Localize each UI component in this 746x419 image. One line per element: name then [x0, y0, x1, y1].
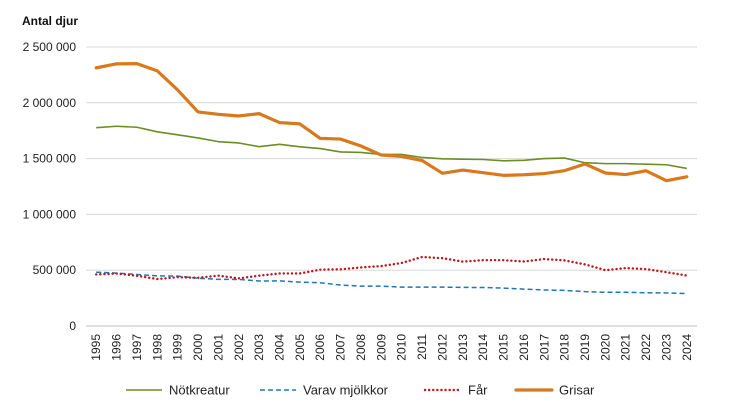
y-tick-label: 1 000 000 — [23, 207, 77, 221]
x-tick-label: 2000 — [191, 334, 205, 361]
x-tick-label: 2019 — [578, 334, 592, 361]
x-tick-label: 2014 — [476, 334, 490, 361]
x-tick-label: 2002 — [232, 334, 246, 361]
x-tick-label: 2007 — [334, 334, 348, 361]
series-line — [94, 255, 689, 281]
x-tick-label: 1997 — [130, 334, 144, 361]
x-tick-label: 2016 — [517, 334, 531, 361]
x-tick-label: 2001 — [211, 334, 225, 361]
x-tick-label: 2017 — [537, 334, 551, 361]
series-line — [96, 271, 687, 295]
x-tick-label: 2004 — [272, 334, 286, 361]
x-tick-label: 1998 — [150, 334, 164, 361]
y-tick-label: 0 — [69, 319, 76, 333]
y-axis-ticks: 0 500 000 1 000 000 1 500 000 2 000 000 2 500… — [23, 40, 77, 333]
legend-label: Nötkreatur — [169, 383, 230, 398]
legend: Nötkreatur Varav mjölkkor Får Grisar — [126, 383, 595, 398]
series-line — [94, 62, 689, 183]
x-tick-label: 2022 — [639, 334, 653, 361]
y-tick-label: 2 500 000 — [23, 40, 77, 54]
x-tick-label: 2020 — [598, 334, 612, 361]
x-tick-label: 2003 — [252, 334, 266, 361]
x-tick-label: 2024 — [680, 334, 694, 361]
y-axis-title: Antal djur — [22, 14, 78, 28]
x-tick-label: 1996 — [110, 334, 124, 361]
legend-label: Grisar — [559, 383, 595, 398]
x-tick-label: 1995 — [89, 334, 103, 361]
x-tick-label: 2021 — [619, 334, 633, 361]
x-tick-label: 2011 — [415, 334, 429, 360]
y-tick-label: 1 500 000 — [23, 152, 77, 166]
x-axis: 1995 1996 1997 1998 1999 2000 2001 2002 2003 2004… — [86, 325, 697, 361]
x-tick-label: 2012 — [435, 334, 449, 361]
x-tick-label: 2023 — [659, 334, 673, 361]
x-tick-label: 2005 — [293, 334, 307, 361]
x-tick-label: 2018 — [558, 334, 572, 361]
x-tick-label: 2010 — [395, 334, 409, 361]
x-tick-label: 2009 — [374, 334, 388, 361]
x-tick-label: 2015 — [497, 334, 511, 361]
gridlines — [86, 46, 697, 271]
series-lines — [94, 62, 689, 295]
x-tick-label: 2008 — [354, 334, 368, 361]
legend-label: Varav mjölkkor — [303, 383, 389, 398]
x-tick-label: 1999 — [171, 334, 185, 361]
series-line — [96, 125, 687, 170]
legend-label: Får — [468, 383, 488, 398]
y-tick-label: 2 000 000 — [23, 96, 77, 110]
x-tick-label: 2013 — [456, 334, 470, 361]
y-tick-label: 500 000 — [33, 263, 77, 277]
x-tick-label: 2006 — [313, 334, 327, 361]
